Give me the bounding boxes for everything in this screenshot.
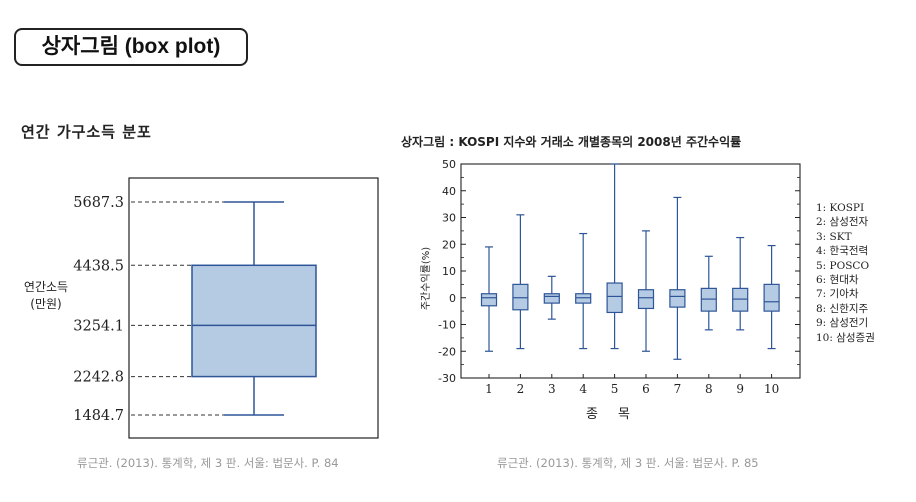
- left-chart-ylabel: 연간소득 (만원): [10, 279, 82, 313]
- left-tick-label: 5687.3: [73, 195, 124, 211]
- box-3: [543, 293, 560, 304]
- right-xtick-label: 6: [642, 382, 650, 396]
- right-ytick-label: 10: [442, 265, 456, 278]
- legend-item: 3: SKT: [816, 230, 852, 243]
- right-ytick-label: -30: [438, 372, 456, 385]
- legend-item: 4: 한국전력: [816, 245, 869, 258]
- right-chart-xlabel: 종 목: [585, 407, 639, 422]
- left-tick-label: 4438.5: [73, 258, 124, 274]
- left-tick-label: 3254.1: [73, 318, 124, 334]
- box-10: [763, 283, 780, 312]
- box-9: [732, 287, 749, 312]
- iqr-box: [191, 264, 317, 378]
- left-tick-label: 1484.7: [73, 408, 124, 424]
- legend-item: 7: 기아차: [816, 288, 859, 301]
- legend-item: 2: 삼성전자: [816, 216, 869, 229]
- right-chart-title: 상자그림 : KOSPI 지수와 거래소 개별종목의 2008년 주간수익률: [401, 135, 742, 149]
- right-xtick-label: 1: [485, 382, 493, 396]
- right-xtick-label: 4: [579, 382, 587, 396]
- right-xtick-label: 3: [548, 382, 556, 396]
- right-xtick-label: 5: [611, 382, 619, 396]
- left-citation: 류근관. (2013). 통계학, 제 3 판. 서울: 법문사. P. 84: [77, 456, 339, 470]
- box-6: [637, 289, 655, 310]
- right-xtick-label: 9: [736, 382, 744, 396]
- box-7: [669, 289, 686, 308]
- right-ytick-label: 40: [442, 185, 456, 198]
- legend-item: 5: POSCO: [816, 259, 870, 272]
- legend-item: 6: 현대차: [816, 274, 859, 287]
- left-plot-frame: [128, 177, 379, 439]
- right-xtick-label: 8: [705, 382, 713, 396]
- box-4: [575, 293, 592, 304]
- left-ylabel-line1: 연간소득: [23, 280, 69, 294]
- legend-item: 1: KOSPI: [816, 202, 865, 214]
- box-1: [480, 293, 498, 307]
- box-2: [512, 283, 529, 311]
- legend-item: 9: 삼성전기: [816, 317, 869, 330]
- left-ylabel-line2: (만원): [30, 297, 62, 311]
- right-ytick-label: 30: [442, 212, 456, 225]
- right-ytick-label: -20: [438, 345, 456, 358]
- right-ytick-label: 20: [442, 238, 456, 251]
- legend-item: 10: 삼성증권: [816, 331, 875, 344]
- legend-item: 8: 신한지주: [816, 302, 869, 315]
- right-ytick-label: -10: [438, 319, 456, 332]
- right-citation: 류근관. (2013). 통계학, 제 3 판. 서울: 법문사. P. 85: [497, 456, 759, 470]
- right-plot-frame: [460, 163, 801, 379]
- right-xtick-label: 10: [764, 382, 779, 396]
- right-ytick-label: 50: [442, 158, 456, 171]
- right-xtick-label: 7: [674, 382, 682, 396]
- box-5: [606, 282, 623, 314]
- left-tick-label: 2242.8: [73, 370, 124, 386]
- slide-title: 상자그림 (box plot): [14, 28, 248, 66]
- right-ytick-label: 0: [449, 292, 456, 305]
- box-8: [700, 287, 717, 312]
- right-chart-legend: 1: KOSPI 2: 삼성전자 3: SKT 4: 한국전력 5: POSCO 6: 현…: [816, 201, 875, 345]
- left-chart-title: 연간 가구소득 분포: [21, 123, 152, 141]
- right-xtick-label: 2: [517, 382, 525, 396]
- right-chart-ylabel: 주간수익률(%): [421, 246, 433, 311]
